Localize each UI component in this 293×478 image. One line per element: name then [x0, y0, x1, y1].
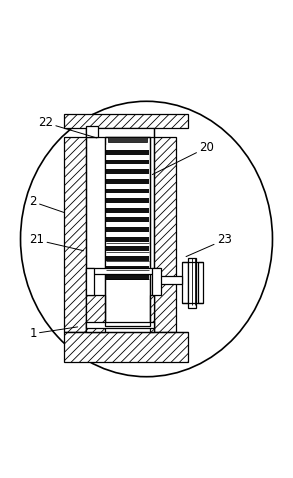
Bar — [86, 322, 154, 328]
Bar — [106, 241, 149, 246]
Bar — [182, 262, 188, 304]
Bar — [106, 266, 149, 271]
Bar — [108, 137, 147, 142]
Bar — [106, 271, 149, 275]
Text: 20: 20 — [152, 141, 214, 174]
Bar — [198, 262, 203, 304]
Bar — [106, 184, 149, 188]
Bar — [106, 164, 149, 169]
Bar — [106, 217, 149, 222]
Bar — [64, 332, 188, 362]
Bar — [106, 232, 149, 237]
Bar — [106, 251, 149, 256]
Bar — [105, 137, 150, 326]
Bar — [106, 203, 149, 208]
Text: 22: 22 — [38, 116, 97, 138]
Ellipse shape — [21, 101, 272, 377]
Text: 21: 21 — [29, 233, 84, 251]
Bar — [106, 155, 149, 160]
Bar — [150, 294, 154, 332]
Bar — [106, 222, 149, 227]
Bar — [154, 137, 176, 332]
Bar — [106, 208, 149, 213]
Bar — [105, 137, 150, 326]
Text: 23: 23 — [186, 233, 232, 257]
Bar — [152, 268, 161, 294]
Bar — [106, 150, 149, 155]
Text: 1: 1 — [29, 327, 78, 340]
Bar — [64, 114, 188, 128]
Bar — [86, 128, 154, 137]
Bar — [106, 179, 149, 184]
Bar — [86, 294, 105, 332]
Bar — [106, 188, 149, 194]
Bar — [86, 268, 160, 274]
Bar — [106, 169, 149, 174]
Bar — [106, 160, 149, 164]
Bar — [106, 194, 149, 198]
Bar — [106, 227, 149, 232]
Bar — [106, 237, 149, 241]
Bar — [86, 127, 98, 137]
Bar — [188, 258, 196, 308]
Bar — [106, 246, 149, 251]
Bar — [64, 137, 86, 332]
Bar — [106, 145, 149, 150]
Bar — [106, 256, 149, 261]
Bar — [106, 261, 149, 266]
Bar — [106, 174, 149, 179]
Text: 2: 2 — [29, 196, 64, 213]
Bar — [106, 198, 149, 203]
Bar — [106, 213, 149, 217]
Bar — [154, 276, 182, 284]
Bar — [86, 268, 94, 294]
Bar — [106, 275, 149, 280]
